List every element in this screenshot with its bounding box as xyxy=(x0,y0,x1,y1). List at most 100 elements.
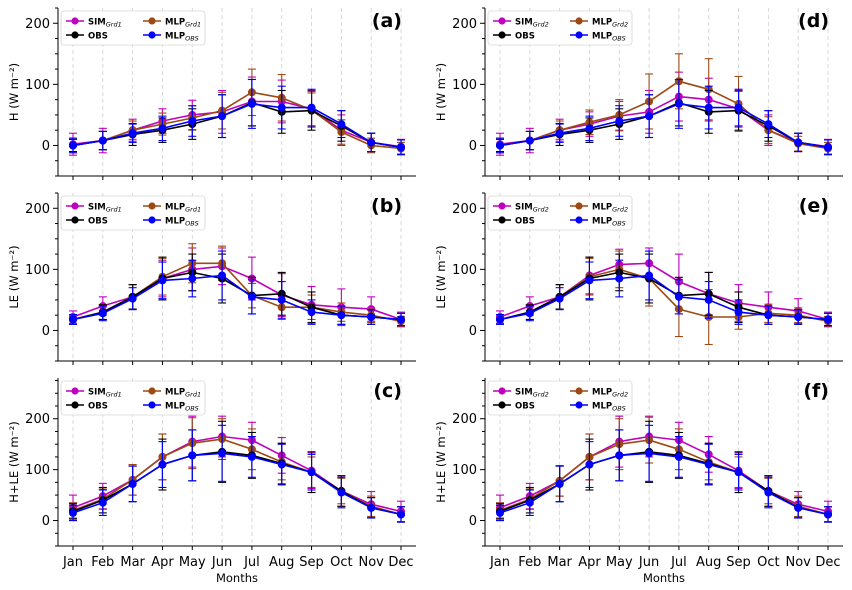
legend-marker xyxy=(575,31,583,39)
legend-marker xyxy=(148,216,156,224)
legend-item: SIMGrd1 xyxy=(66,202,122,214)
series-obs xyxy=(496,420,832,523)
series-line xyxy=(499,268,829,323)
data-point xyxy=(307,468,316,477)
legend-frame xyxy=(487,195,633,231)
y-tick-label: 0 xyxy=(42,139,50,154)
series-line xyxy=(499,452,829,516)
legend-marker xyxy=(575,401,583,409)
y-tick-label: 200 xyxy=(452,412,477,427)
legend-marker xyxy=(71,216,79,224)
data-point xyxy=(496,315,504,324)
data-point xyxy=(794,503,803,512)
data-point xyxy=(218,449,227,458)
data-point xyxy=(128,479,137,488)
legend: SIMGrd2 OBS MLPGrd2 MLPOBS xyxy=(487,10,633,46)
data-point xyxy=(645,271,654,280)
x-tick-label: Jul xyxy=(670,555,687,570)
legend-item: MLPOBS xyxy=(143,401,199,413)
x-axis-label: Months xyxy=(643,571,685,585)
series-line xyxy=(499,262,829,321)
y-axis-label: H+LE (W m⁻²) xyxy=(7,421,21,503)
panel-label: (c) xyxy=(373,380,402,402)
series-line xyxy=(72,435,402,513)
legend-label: OBS xyxy=(515,402,535,412)
series-mlp xyxy=(496,416,832,523)
series-mlp xyxy=(69,417,405,523)
series-line xyxy=(72,438,402,516)
legend-marker xyxy=(71,401,79,409)
series-mlp xyxy=(496,250,832,346)
legend-item: MLPGrd2 xyxy=(570,387,628,399)
data-point xyxy=(397,510,405,519)
data-point xyxy=(158,460,167,469)
legend-label: MLPOBS xyxy=(165,217,199,228)
legend-label: MLPGrd1 xyxy=(165,203,201,214)
legend-item: MLPGrd2 xyxy=(570,17,628,29)
y-tick-label: 200 xyxy=(452,17,477,32)
y-tick-label: 200 xyxy=(25,202,50,217)
x-tick-label: Jun xyxy=(211,555,232,570)
x-tick-label: Feb xyxy=(518,555,541,570)
x-tick-label: May xyxy=(606,555,633,570)
data-point xyxy=(734,103,743,112)
data-point xyxy=(734,468,743,477)
series-line xyxy=(499,271,829,321)
series-line xyxy=(499,450,829,516)
data-point xyxy=(247,99,256,108)
legend-marker xyxy=(498,17,506,25)
y-tick-label: 0 xyxy=(469,514,477,529)
legend-label: MLPGrd2 xyxy=(592,18,628,29)
legend-item: MLPOBS xyxy=(570,31,626,43)
data-point xyxy=(277,460,286,469)
legend: SIMGrd1 OBS MLPGrd1 MLPOBS xyxy=(60,380,206,416)
series-line xyxy=(499,80,829,150)
data-point xyxy=(824,315,832,324)
data-point xyxy=(496,141,504,150)
series-line xyxy=(499,103,829,149)
legend-label: OBS xyxy=(88,402,108,412)
y-tick-label: 100 xyxy=(25,78,50,93)
y-axis-label: LE (W m⁻²) xyxy=(7,245,21,308)
x-tick-label: Nov xyxy=(358,555,384,570)
legend-marker xyxy=(148,387,156,395)
data-point xyxy=(674,452,683,461)
legend-label: OBS xyxy=(515,217,535,227)
legend-label: MLPOBS xyxy=(165,402,199,413)
data-point xyxy=(98,136,107,145)
series-line xyxy=(72,91,402,150)
series-sim xyxy=(69,415,405,523)
legend-item: SIMGrd2 xyxy=(493,387,549,399)
series-mlp-obs xyxy=(496,78,832,156)
data-point xyxy=(824,510,832,519)
y-tick-label: 100 xyxy=(452,263,477,278)
series-sim xyxy=(496,415,832,523)
data-point xyxy=(337,311,346,320)
data-point xyxy=(824,143,832,152)
x-tick-label: Nov xyxy=(785,555,811,570)
data-point xyxy=(525,498,534,507)
legend-marker xyxy=(148,17,156,25)
data-point xyxy=(188,451,197,460)
y-axis-label: H (W m⁻²) xyxy=(7,63,21,121)
panel-label: (e) xyxy=(799,195,829,217)
data-point xyxy=(525,309,534,318)
data-point xyxy=(496,508,504,517)
legend-label: MLPGrd2 xyxy=(592,388,628,399)
legend-label: OBS xyxy=(515,32,535,42)
y-tick-label: 0 xyxy=(469,139,477,154)
y-tick-label: 200 xyxy=(25,17,50,32)
series-obs xyxy=(69,420,405,523)
y-tick-label: 0 xyxy=(42,514,50,529)
x-tick-label: May xyxy=(179,555,206,570)
legend-marker xyxy=(148,401,156,409)
legend-item: OBS xyxy=(493,31,535,42)
data-point xyxy=(704,460,713,469)
data-point xyxy=(794,313,803,322)
legend-label: SIMGrd1 xyxy=(88,203,122,214)
legend-marker xyxy=(575,387,583,395)
legend-marker xyxy=(71,202,79,210)
legend-item: OBS xyxy=(66,401,108,412)
data-point xyxy=(367,138,376,147)
